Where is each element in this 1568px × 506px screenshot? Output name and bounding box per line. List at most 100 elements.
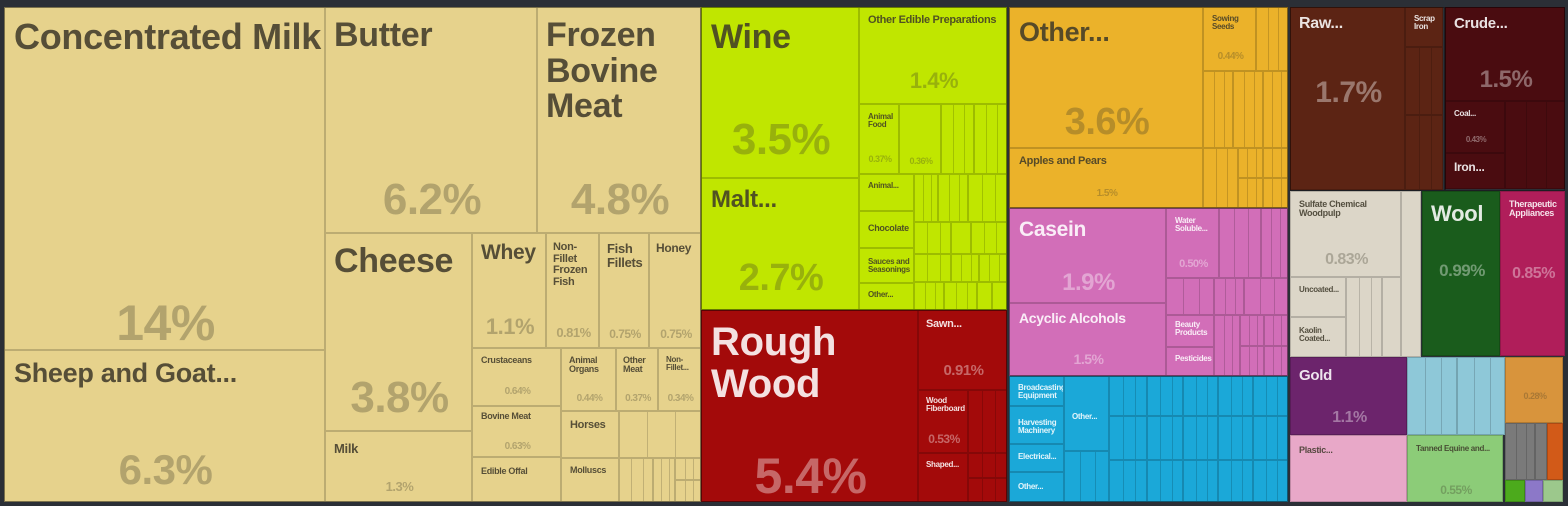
treemap-tile-minor[interactable] — [971, 222, 1007, 254]
treemap-tile[interactable]: Other... 3.6% — [1009, 7, 1203, 148]
treemap-tile[interactable]: Wine 3.5% — [701, 7, 859, 178]
treemap-tile-minor[interactable] — [938, 174, 968, 222]
treemap-tile[interactable]: Non-Fillet... 0.34% — [658, 348, 701, 411]
treemap-tile[interactable]: Cheese 3.8% — [325, 233, 472, 431]
treemap-tile-minor[interactable] — [1240, 346, 1264, 376]
treemap-tile[interactable]: Uncoated... — [1290, 277, 1346, 317]
treemap-tile[interactable]: Animal Food 0.37% — [859, 104, 899, 174]
treemap-tile[interactable]: Other... — [1009, 472, 1064, 502]
treemap-tile-minor[interactable] — [1183, 416, 1218, 460]
treemap-tile-minor[interactable] — [1263, 148, 1288, 178]
treemap-tile[interactable]: Coal... 0.43% — [1445, 101, 1505, 153]
treemap-tile-minor[interactable] — [974, 104, 1007, 174]
treemap-tile[interactable]: Butter 6.2% — [325, 7, 537, 233]
treemap-tile-minor[interactable] — [1183, 460, 1218, 502]
treemap-tile-minor[interactable] — [1261, 208, 1288, 278]
treemap-tile[interactable]: Non-Fillet Frozen Fish 0.81% — [546, 233, 599, 348]
treemap-tile[interactable]: Sulfate Chemical Woodpulp 0.83% — [1290, 191, 1401, 277]
treemap-tile-minor[interactable] — [1240, 315, 1264, 346]
treemap-tile-minor[interactable] — [619, 458, 653, 502]
treemap-tile[interactable]: Shaped... — [918, 453, 968, 502]
treemap-tile[interactable]: 0.36% — [899, 104, 941, 174]
treemap-tile-minor[interactable] — [1263, 71, 1288, 148]
treemap-tile-minor[interactable] — [1253, 376, 1288, 416]
treemap-tile[interactable]: Electrical... — [1009, 444, 1064, 472]
treemap-tile[interactable]: Gold 1.1% — [1290, 357, 1407, 435]
treemap-tile[interactable]: Crude... 1.5% — [1445, 7, 1565, 101]
treemap-tile-minor[interactable] — [1109, 460, 1147, 502]
treemap-tile-minor[interactable] — [1547, 423, 1563, 480]
treemap-tile[interactable]: Wood Fiberboard 0.53% — [918, 390, 968, 453]
treemap-tile-minor[interactable] — [1535, 423, 1547, 480]
treemap-tile[interactable]: Edible Offal — [472, 457, 561, 502]
treemap-tile-minor[interactable] — [1166, 278, 1214, 315]
treemap-tile-minor[interactable] — [1147, 376, 1183, 416]
treemap-tile-minor[interactable] — [914, 222, 951, 254]
treemap-tile-minor[interactable] — [675, 480, 701, 502]
treemap-tile-minor[interactable] — [1218, 460, 1253, 502]
treemap-tile-minor[interactable] — [992, 282, 1007, 310]
treemap-tile[interactable]: Animal Organs 0.44% — [561, 348, 616, 411]
treemap-tile[interactable]: Apples and Pears 1.5% — [1009, 148, 1203, 208]
treemap-tile[interactable]: Raw... 1.7% — [1290, 7, 1405, 190]
treemap-tile-minor[interactable] — [653, 458, 675, 502]
treemap-tile-minor[interactable] — [941, 104, 974, 174]
treemap-tile[interactable]: Fish Fillets 0.75% — [599, 233, 649, 348]
treemap-tile[interactable]: Bovine Meat 0.63% — [472, 406, 561, 457]
treemap-tile-minor[interactable] — [951, 254, 979, 282]
treemap-tile-minor[interactable] — [977, 282, 992, 310]
treemap-tile[interactable]: Pesticides — [1166, 347, 1214, 376]
treemap-tile-minor[interactable] — [1264, 346, 1288, 376]
treemap-tile-minor[interactable] — [1244, 278, 1288, 315]
treemap-tile[interactable]: Sowing Seeds 0.44% — [1203, 7, 1256, 71]
treemap-tile[interactable]: Other... — [859, 283, 914, 310]
treemap-tile-minor[interactable] — [1238, 178, 1263, 208]
treemap-tile[interactable]: Kaolin Coated... — [1290, 317, 1346, 357]
treemap-tile[interactable]: Other Meat 0.37% — [616, 348, 658, 411]
treemap-tile-minor[interactable] — [1405, 47, 1443, 115]
treemap-tile-minor[interactable] — [1183, 376, 1218, 416]
treemap-tile-minor[interactable] — [914, 254, 951, 282]
treemap-tile[interactable]: Sawn... 0.91% — [918, 310, 1007, 390]
treemap-tile[interactable]: Frozen Bovine Meat 4.8% — [537, 7, 701, 233]
treemap-tile-minor[interactable] — [675, 458, 701, 480]
treemap-tile[interactable]: Malt... 2.7% — [701, 178, 859, 310]
treemap-tile-minor[interactable] — [1203, 71, 1233, 148]
treemap-tile[interactable]: Plastic... — [1290, 435, 1407, 502]
treemap-tile-minor[interactable] — [1214, 278, 1244, 315]
treemap-tile-minor[interactable] — [1505, 480, 1525, 502]
treemap-tile-minor[interactable] — [1147, 460, 1183, 502]
treemap-tile-minor[interactable] — [1407, 357, 1457, 435]
treemap-tile-minor[interactable] — [1253, 416, 1288, 460]
treemap-tile-minor[interactable] — [1238, 148, 1263, 178]
treemap-tile-minor[interactable] — [951, 222, 971, 254]
treemap-tile-minor[interactable] — [968, 478, 1007, 502]
treemap-tile-minor[interactable] — [1505, 101, 1565, 189]
treemap-tile[interactable]: Sauces and Seasonings — [859, 248, 914, 283]
treemap-tile-minor[interactable] — [944, 282, 977, 310]
treemap-tile[interactable]: Beauty Products — [1166, 315, 1214, 347]
treemap-tile-minor[interactable] — [619, 411, 701, 458]
treemap-tile-minor[interactable] — [968, 390, 1007, 453]
treemap-tile[interactable]: Scrap Iron — [1405, 7, 1443, 47]
treemap-tile-minor[interactable] — [979, 254, 1007, 282]
treemap-tile[interactable]: Broadcasting Equipment — [1009, 376, 1064, 406]
treemap-tile-minor[interactable] — [1064, 451, 1109, 502]
treemap-tile[interactable]: Animal... — [859, 174, 914, 211]
treemap-tile[interactable]: Molluscs — [561, 458, 619, 502]
treemap-tile[interactable]: Iron... — [1445, 153, 1505, 189]
treemap-tile-minor[interactable] — [1263, 178, 1288, 208]
treemap-tile[interactable]: Water Soluble... 0.50% — [1166, 208, 1219, 278]
treemap-tile-minor[interactable] — [1219, 208, 1261, 278]
treemap-tile-minor[interactable] — [1233, 71, 1263, 148]
treemap-tile[interactable]: Sheep and Goat... 6.3% — [4, 350, 325, 502]
treemap-tile-minor[interactable] — [1214, 315, 1240, 376]
treemap-tile[interactable]: Horses — [561, 411, 619, 458]
treemap-tile[interactable]: Milk 1.3% — [325, 431, 472, 502]
treemap-tile[interactable]: Harvesting Machinery — [1009, 406, 1064, 444]
treemap-tile-minor[interactable] — [1401, 191, 1421, 357]
treemap-tile-minor[interactable] — [914, 282, 944, 310]
treemap-tile[interactable]: Honey 0.75% — [649, 233, 701, 348]
treemap-tile-minor[interactable] — [1218, 416, 1253, 460]
treemap-tile[interactable]: Tanned Equine and... 0.55% — [1407, 435, 1503, 502]
